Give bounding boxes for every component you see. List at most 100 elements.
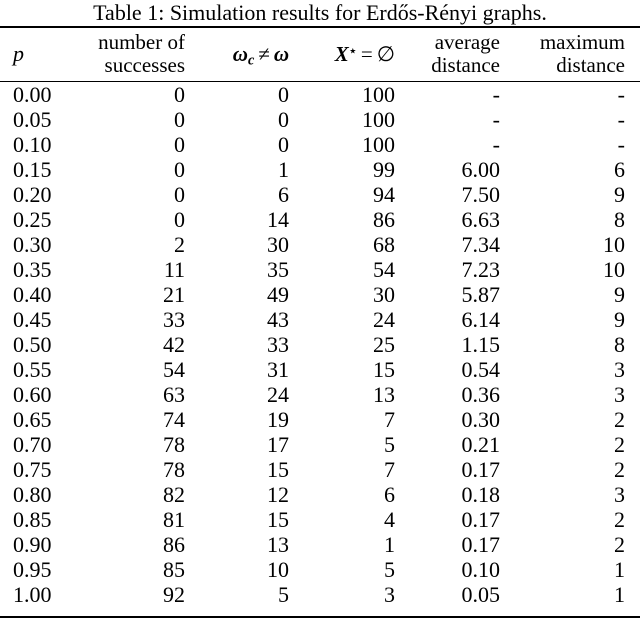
cell-x-star-empty: 99 [373, 157, 395, 182]
cell-p: 0.05 [13, 107, 52, 132]
column-header-avg-distance: average distance [395, 27, 500, 82]
column-header-max-distance: maximum distance [500, 27, 640, 82]
table-row: 0.25 0 14 86 6.63 8 [0, 207, 640, 232]
cell-x-star-empty: 6 [384, 482, 395, 507]
cell-x-star-empty: 1 [384, 532, 395, 557]
cell-max-distance: 3 [614, 382, 625, 407]
cell-p: 1.00 [13, 582, 52, 607]
cell-avg-distance: 1.15 [461, 332, 501, 357]
cell-omega-neq: 15 [267, 457, 289, 482]
cell-p: 0.45 [13, 307, 52, 332]
cell-avg-distance: 0.18 [461, 482, 501, 507]
cell-x-star-empty: 7 [384, 407, 395, 432]
cell-max-distance: 2 [614, 407, 625, 432]
cell-avg-distance: 0.30 [461, 407, 501, 432]
cell-x-star-empty: 100 [362, 107, 395, 132]
column-header-omega-neq: ωc ≠ ω [185, 27, 289, 82]
cell-avg-distance: 0.05 [461, 582, 501, 607]
table-row: 0.35 11 35 54 7.23 10 [0, 257, 640, 282]
subscript-c: c [247, 52, 255, 69]
cell-x-star-empty: 54 [373, 257, 395, 282]
cell-max-distance: 1 [614, 582, 625, 607]
cell-num-successes: 0 [174, 182, 185, 207]
cell-x-star-empty: 30 [373, 282, 395, 307]
cell-p: 0.40 [13, 282, 52, 307]
cell-avg-distance: 0.17 [461, 457, 501, 482]
cell-max-distance: 8 [614, 332, 625, 357]
table-row: 0.45 33 43 24 6.14 9 [0, 307, 640, 332]
cell-avg-distance: - [492, 132, 500, 157]
cell-omega-neq: 6 [278, 182, 289, 207]
table-row: 0.75 78 15 7 0.17 2 [0, 457, 640, 482]
table-row: 0.20 0 6 94 7.50 9 [0, 182, 640, 207]
table-caption: Table 1: Simulation results for Erdős-Ré… [93, 0, 547, 25]
cell-x-star-empty: 25 [373, 332, 395, 357]
cell-max-distance: 9 [614, 282, 625, 307]
cell-max-distance: - [617, 82, 625, 107]
cell-omega-neq: 17 [267, 432, 289, 457]
cell-avg-distance: 0.54 [461, 357, 501, 382]
cell-omega-neq: 30 [267, 232, 289, 257]
cell-avg-distance: 0.17 [461, 532, 501, 557]
table-body: 0.00 0 0 100- -0.05 0 0 100- -0.10 0 0 100- -0.15 0 1 9… [0, 82, 640, 618]
cell-x-star-empty: 4 [384, 507, 395, 532]
cell-num-successes: 86 [163, 532, 185, 557]
cell-max-distance: 3 [614, 482, 625, 507]
cell-max-distance: 8 [614, 207, 625, 232]
cell-p: 0.30 [13, 232, 52, 257]
cell-p: 0.70 [13, 432, 52, 457]
cell-omega-neq: 43 [267, 307, 289, 332]
cell-omega-neq: 0 [278, 82, 289, 107]
cell-avg-distance: - [492, 82, 500, 107]
cell-x-star-empty: 94 [373, 182, 395, 207]
table-row: 0.60 63 24 13 0.36 3 [0, 382, 640, 407]
table-row: 0.30 2 30 68 7.34 10 [0, 232, 640, 257]
table-header: p number of successes ωc ≠ ω X⋆ = ∅ average … [0, 27, 640, 82]
x-symbol: X⋆ [334, 41, 357, 66]
cell-num-successes: 2 [174, 232, 185, 257]
table-row: 1.00 92 5 3 0.05 1 [0, 582, 640, 617]
omega-symbol: ω [273, 41, 289, 66]
cell-max-distance: - [617, 132, 625, 157]
cell-max-distance: 2 [614, 457, 625, 482]
empty-set-symbol: ∅ [376, 41, 395, 66]
header-line: successes [104, 53, 185, 77]
table-row: 0.10 0 0 100 - - [0, 132, 640, 157]
cell-omega-neq: 19 [267, 407, 289, 432]
table-row: 0.00 0 0 100 - - [0, 82, 640, 108]
table-row: 0.50 42 33 25 1.15 8 [0, 332, 640, 357]
results-table: p number of successes ωc ≠ ω X⋆ = ∅ average … [0, 26, 640, 618]
cell-p: 0.10 [13, 132, 52, 157]
column-header-p: p [0, 27, 60, 82]
column-header-num-successes: number of successes [60, 27, 185, 82]
cell-x-star-empty: 13 [373, 382, 395, 407]
header-line: distance [556, 53, 625, 77]
cell-avg-distance: 7.50 [461, 182, 501, 207]
cell-avg-distance: 6.00 [461, 157, 501, 182]
table-row: 0.05 0 0 100 - - [0, 107, 640, 132]
cell-p: 0.80 [13, 482, 52, 507]
cell-num-successes: 21 [163, 282, 185, 307]
table-row: 0.80 82 12 6 0.18 3 [0, 482, 640, 507]
cell-p: 0.25 [13, 207, 52, 232]
cell-omega-neq: 0 [278, 132, 289, 157]
table-row: 0.85 81 15 4 0.17 2 [0, 507, 640, 532]
cell-p: 0.85 [13, 507, 52, 532]
cell-num-successes: 0 [174, 132, 185, 157]
cell-p: 0.15 [13, 157, 52, 182]
header-line: average [434, 30, 500, 54]
cell-num-successes: 0 [174, 157, 185, 182]
cell-x-star-empty: 100 [362, 132, 395, 157]
header-line: number of [98, 30, 185, 54]
table-row: 0.40 21 49 30 5.87 9 [0, 282, 640, 307]
cell-x-star-empty: 24 [373, 307, 395, 332]
cell-omega-neq: 24 [267, 382, 289, 407]
cell-max-distance: 1 [614, 557, 625, 582]
cell-omega-neq: 31 [267, 357, 289, 382]
cell-x-star-empty: 7 [384, 457, 395, 482]
cell-x-star-empty: 5 [384, 557, 395, 582]
column-header-x-star-empty: X⋆ = ∅ [289, 27, 395, 82]
table-row: 0.95 85 10 5 0.10 1 [0, 557, 640, 582]
cell-omega-neq: 13 [267, 532, 289, 557]
